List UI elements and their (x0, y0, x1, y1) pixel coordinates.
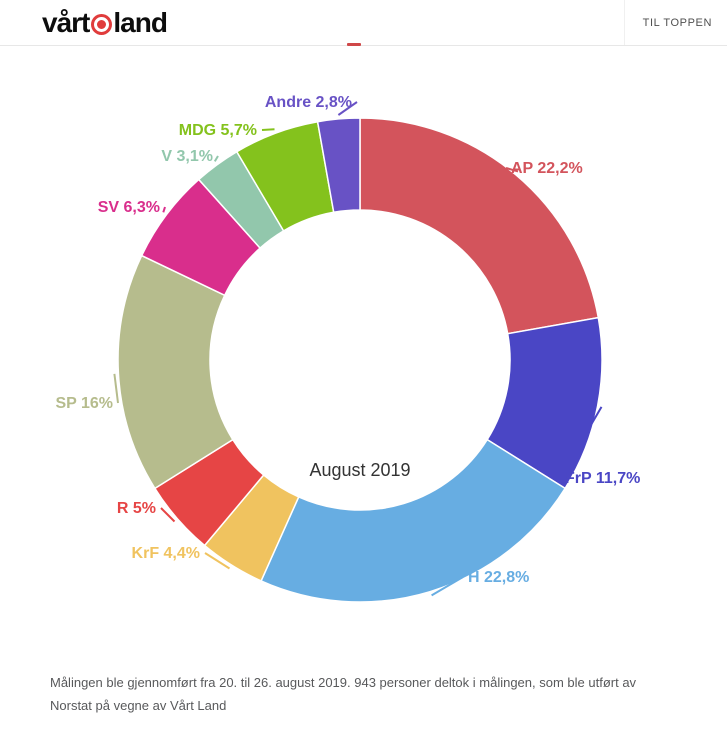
site-header: vårt land TIL TOPPEN (0, 0, 727, 46)
logo-text-right: land (113, 7, 168, 38)
label-connector-andre (337, 101, 358, 116)
chart-center-label: August 2019 (309, 460, 411, 480)
label-connector-mdg (261, 128, 275, 131)
pie-slice-ap[interactable] (359, 117, 600, 335)
slice-label-r: R 5% (117, 500, 156, 517)
slice-label-krf: KrF 4,4% (132, 545, 200, 562)
slice-label-ap: AP 22,2% (511, 160, 583, 177)
back-to-top-button[interactable]: TIL TOPPEN (623, 0, 712, 45)
slice-label-sp: SP 16% (55, 395, 113, 412)
chart-footnote: Målingen ble gjennomført fra 20. til 26.… (50, 671, 690, 717)
poll-donut-chart: AP 22,2% FrP 11,7% H 22,8% KrF 4,4% R 5% SP 1… (0, 55, 727, 655)
donut-chart-svg: AP 22,2% FrP 11,7% H 22,8% KrF 4,4% R 5% SP 1… (55, 94, 640, 603)
footnote-line-1: Målingen ble gjennomført fra 20. til 26.… (50, 675, 637, 690)
slice-label-mdg: MDG 5,7% (179, 122, 257, 139)
label-connector-ap (505, 167, 519, 173)
logo-text-left: vårt (42, 7, 90, 38)
label-connector-frp (559, 406, 603, 479)
pie-slice-andre[interactable] (316, 117, 361, 214)
label-connector-sp (113, 373, 119, 404)
slice-label-v: V 3,1% (161, 148, 213, 165)
slice-label-h: H 22,8% (468, 569, 529, 586)
logo-circle-icon (91, 13, 113, 35)
footnote-line-2: Norstat på vegne av Vårt Land (50, 698, 227, 713)
logo-circle-ring (94, 16, 110, 32)
slice-label-frp: FrP 11,7% (565, 470, 640, 487)
vart-land-logo[interactable]: vårt land (42, 5, 168, 41)
slice-label-sv: SV 6,3% (98, 199, 160, 216)
pie-slice-h[interactable] (260, 438, 567, 603)
label-connector-krf (204, 552, 231, 570)
label-connector-r (160, 507, 176, 523)
label-connector-v (213, 155, 219, 162)
label-connector-sv (162, 206, 166, 213)
slice-label-andre: Andre 2,8% (265, 94, 352, 111)
accent-tick (347, 43, 361, 46)
label-connector-h (431, 576, 464, 597)
